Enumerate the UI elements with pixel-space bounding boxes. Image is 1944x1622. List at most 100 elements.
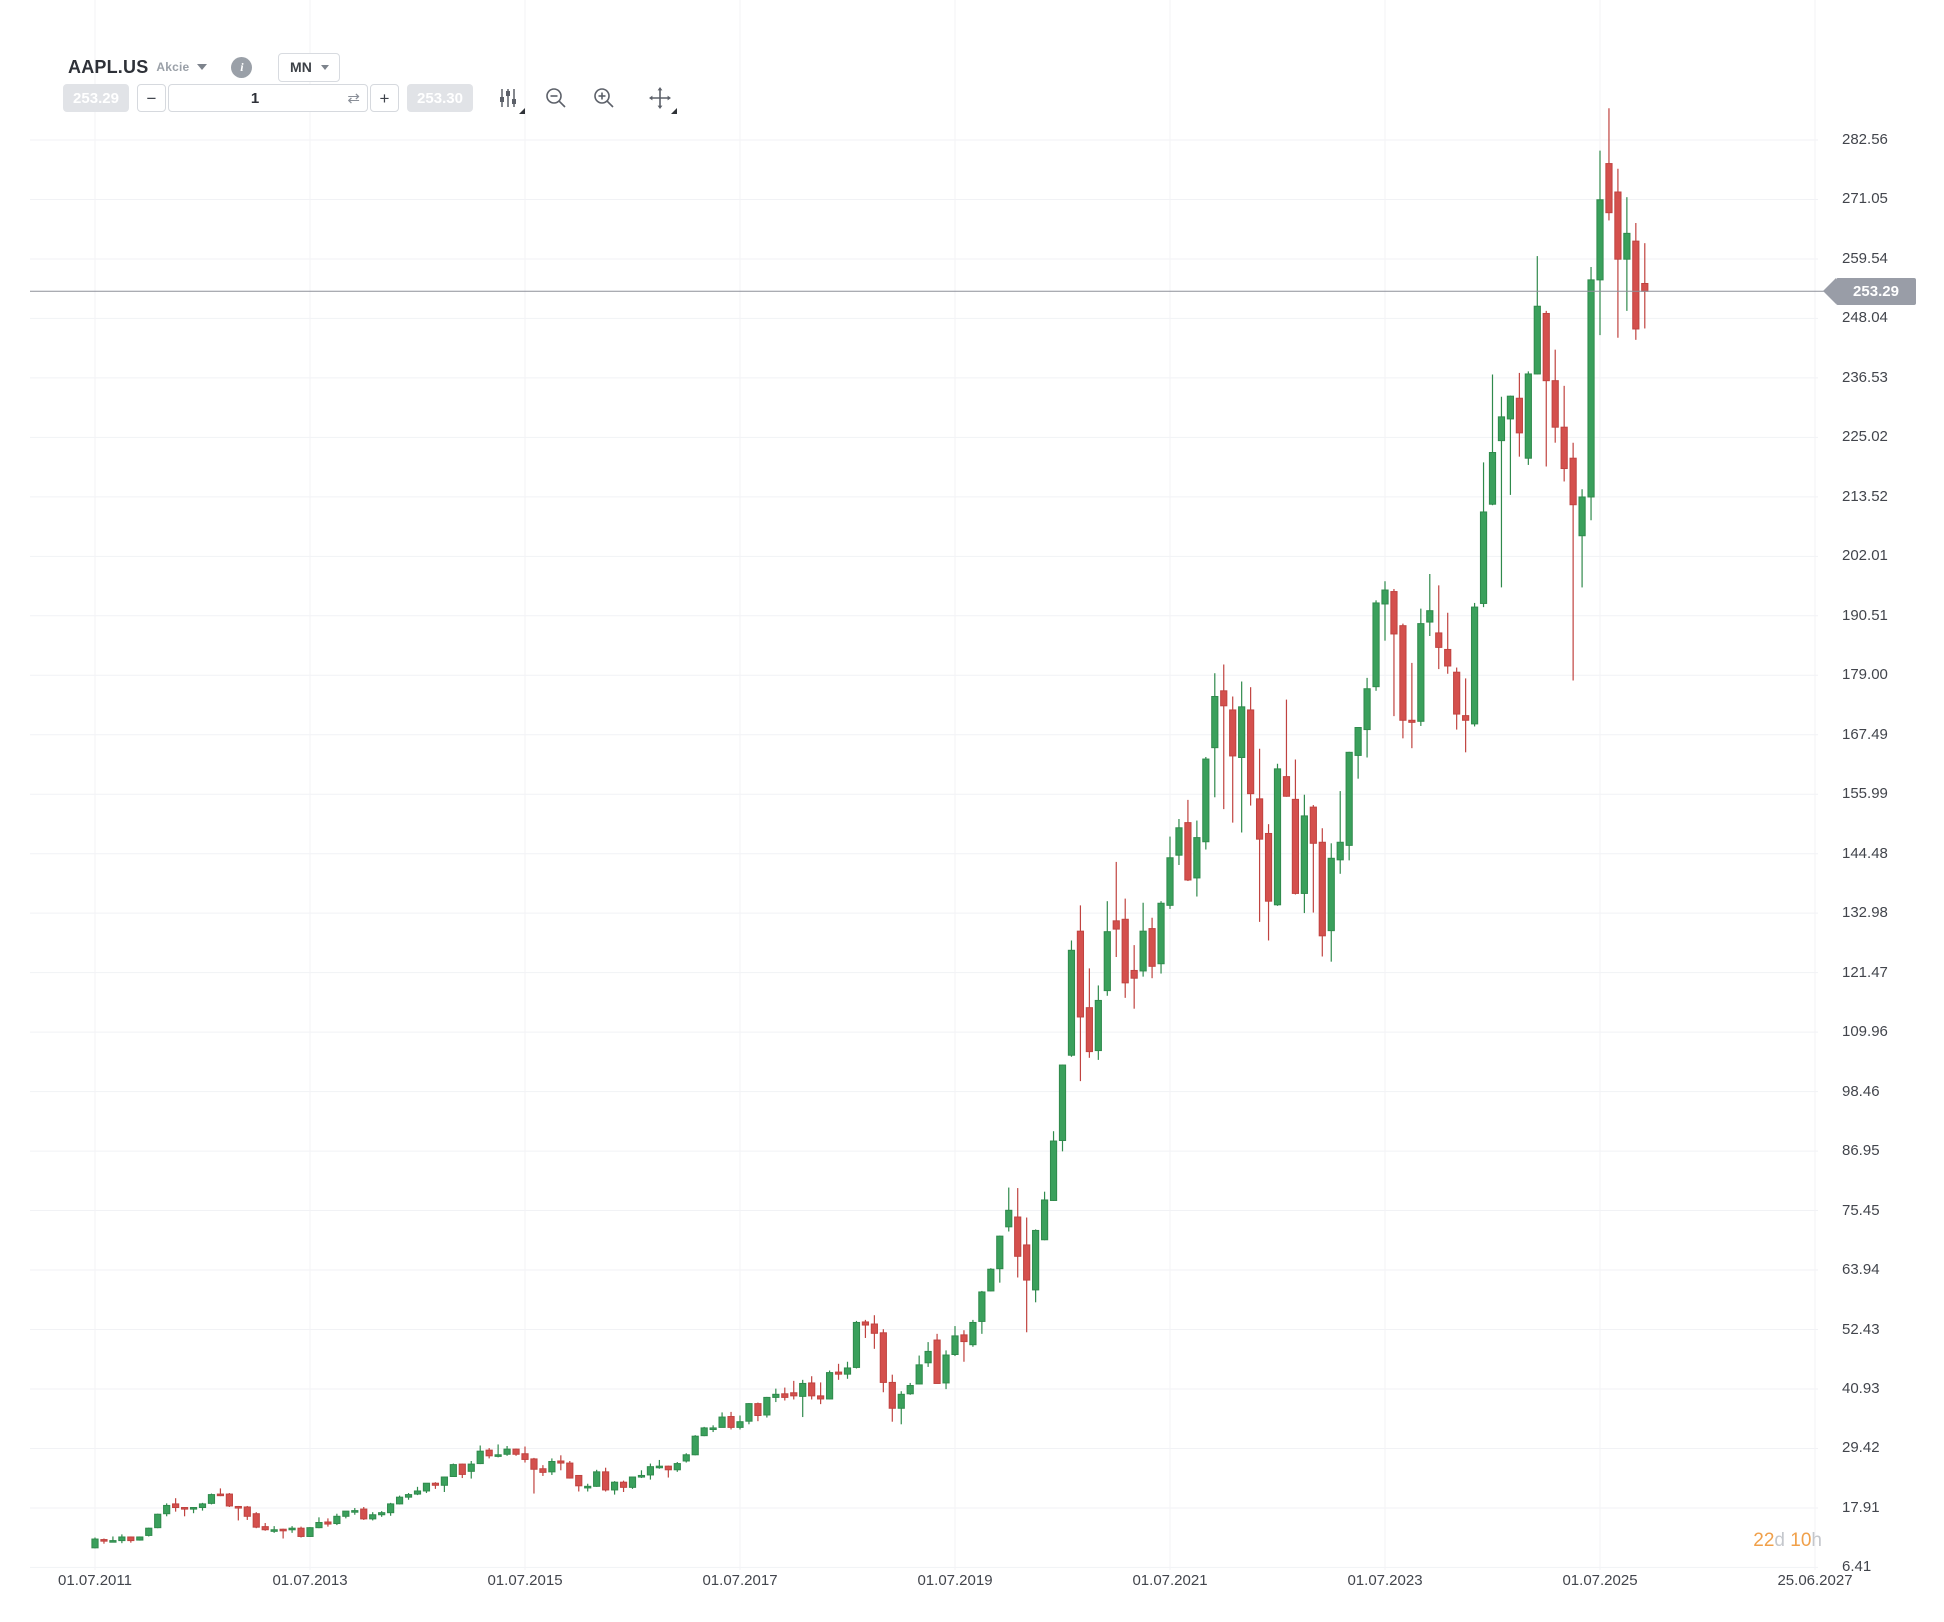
sell-price-button[interactable]: 253.29	[63, 84, 129, 112]
candle-body	[234, 1505, 242, 1509]
candle-body	[1488, 452, 1497, 505]
info-icon[interactable]: i	[231, 56, 253, 78]
candle-body	[709, 1427, 717, 1431]
volume-decrease-button[interactable]: −	[137, 84, 166, 112]
timeframe-dropdown[interactable]: MN	[278, 52, 341, 82]
candle-body	[718, 1416, 726, 1428]
candle-body	[1229, 709, 1237, 757]
price-axis-label: 86.95	[1842, 1142, 1880, 1160]
candle-body	[539, 1468, 547, 1473]
current-price-tag: 253.29	[1823, 277, 1916, 305]
volume-increase-button[interactable]: +	[370, 84, 399, 112]
candle-body	[1462, 715, 1470, 721]
candle-body	[682, 1454, 690, 1462]
candle-body	[413, 1490, 422, 1495]
candle-body	[1587, 279, 1595, 498]
zoom-out-icon[interactable]	[543, 85, 569, 111]
candle-body	[978, 1291, 986, 1322]
candle-body	[861, 1321, 870, 1326]
candle-body	[485, 1449, 493, 1457]
trade-bar: 253.29 − ⇄ + 253.30	[63, 84, 677, 114]
candle-body	[1596, 199, 1604, 281]
candle-body	[1282, 776, 1291, 797]
symbol-selector[interactable]: AAPL.US Akcie	[68, 56, 208, 78]
indicators-icon[interactable]	[495, 85, 525, 114]
candle-body	[870, 1323, 878, 1334]
time-axis-label: 01.07.2017	[702, 1572, 778, 1589]
candle-body	[1014, 1216, 1022, 1257]
price-axis-label: 144.48	[1842, 844, 1888, 862]
candle-body	[987, 1268, 995, 1292]
buy-price-button[interactable]: 253.30	[407, 84, 473, 112]
candle-body	[387, 1503, 395, 1514]
candle-body	[378, 1512, 386, 1516]
candle-body	[1435, 632, 1443, 648]
volume-stepper: − ⇄ +	[137, 84, 399, 112]
candle-body	[1524, 373, 1532, 459]
candle-body	[494, 1454, 502, 1457]
timeframe-value: MN	[290, 59, 312, 75]
candle-body	[897, 1393, 905, 1409]
candle-body	[1273, 768, 1282, 906]
candle-body	[915, 1364, 923, 1385]
candle-body	[1085, 1007, 1093, 1053]
candle-body	[664, 1465, 672, 1471]
candle-body	[163, 1504, 171, 1515]
candle-body	[1444, 648, 1452, 667]
candle-body	[1247, 709, 1255, 795]
candle-body	[154, 1513, 162, 1529]
candle-body	[745, 1403, 753, 1422]
candle-body	[1005, 1209, 1013, 1228]
candle-body	[252, 1513, 260, 1528]
candle-body	[1399, 625, 1407, 721]
candle-body	[109, 1540, 117, 1543]
time-axis-label: 01.07.2025	[1562, 1572, 1638, 1589]
candle-body	[906, 1385, 914, 1395]
price-axis-label: 29.42	[1842, 1439, 1880, 1457]
candle-body	[1506, 395, 1515, 420]
price-axis-label: 98.46	[1842, 1082, 1880, 1100]
price-axis-label: 121.47	[1842, 963, 1888, 981]
candle-body	[808, 1382, 816, 1397]
candle-body	[1049, 1140, 1058, 1201]
candle-body	[333, 1515, 341, 1525]
candle-body	[1067, 949, 1076, 1056]
current-price-value: 253.29	[1853, 282, 1899, 300]
more-options-marker	[671, 108, 677, 114]
candle-body	[1479, 511, 1488, 604]
candle-body	[557, 1460, 565, 1464]
zoom-in-icon[interactable]	[591, 85, 617, 111]
candle-body	[1130, 969, 1138, 979]
symbol-name: AAPL.US	[68, 56, 149, 77]
candle-body	[279, 1528, 287, 1532]
candle-body	[1058, 1064, 1067, 1142]
candle-body	[1076, 930, 1085, 1018]
candle-body	[924, 1350, 932, 1364]
time-axis-label: 25.06.2027	[1777, 1572, 1853, 1589]
candle-body	[1354, 727, 1362, 756]
candle-body	[1166, 857, 1174, 906]
candle-body	[458, 1463, 466, 1475]
candle-body	[727, 1416, 735, 1428]
candle-body	[1264, 832, 1273, 902]
pan-icon[interactable]	[647, 85, 677, 114]
swap-icon[interactable]: ⇄	[347, 90, 360, 107]
countdown-days-unit: d	[1774, 1530, 1785, 1551]
price-axis-label: 40.93	[1842, 1379, 1880, 1397]
candle-body	[879, 1332, 887, 1383]
price-axis-label: 225.02	[1842, 428, 1888, 446]
candle-body	[673, 1463, 681, 1471]
candle-body	[1345, 751, 1353, 846]
price-axis-label: 259.54	[1842, 249, 1888, 267]
candle-body	[628, 1476, 637, 1488]
candle-body	[136, 1536, 144, 1541]
candle-body	[1390, 591, 1398, 635]
countdown-hours: 10	[1790, 1530, 1812, 1551]
time-axis-label: 01.07.2013	[272, 1572, 348, 1589]
candle-body	[610, 1481, 619, 1491]
volume-input[interactable]	[169, 85, 367, 111]
candle-body	[1426, 610, 1434, 623]
price-axis-label: 132.98	[1842, 904, 1888, 922]
price-axis-label: 6.41	[1842, 1558, 1872, 1576]
